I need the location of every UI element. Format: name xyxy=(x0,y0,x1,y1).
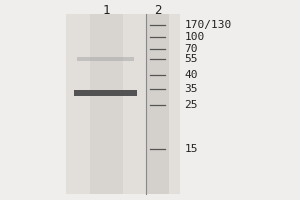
Text: 25: 25 xyxy=(184,100,198,110)
Text: 70: 70 xyxy=(184,44,198,54)
Bar xyxy=(76,57,134,61)
Text: 15: 15 xyxy=(184,144,198,154)
Text: 40: 40 xyxy=(184,70,198,80)
Text: 35: 35 xyxy=(184,84,198,94)
Text: 1: 1 xyxy=(103,3,110,17)
Bar xyxy=(146,14,169,194)
Bar xyxy=(90,14,123,194)
Bar xyxy=(66,14,180,194)
Text: 55: 55 xyxy=(184,54,198,64)
Text: 170/130: 170/130 xyxy=(184,20,232,30)
Bar xyxy=(74,90,136,96)
Text: 2: 2 xyxy=(154,3,161,17)
Text: 100: 100 xyxy=(184,32,205,42)
